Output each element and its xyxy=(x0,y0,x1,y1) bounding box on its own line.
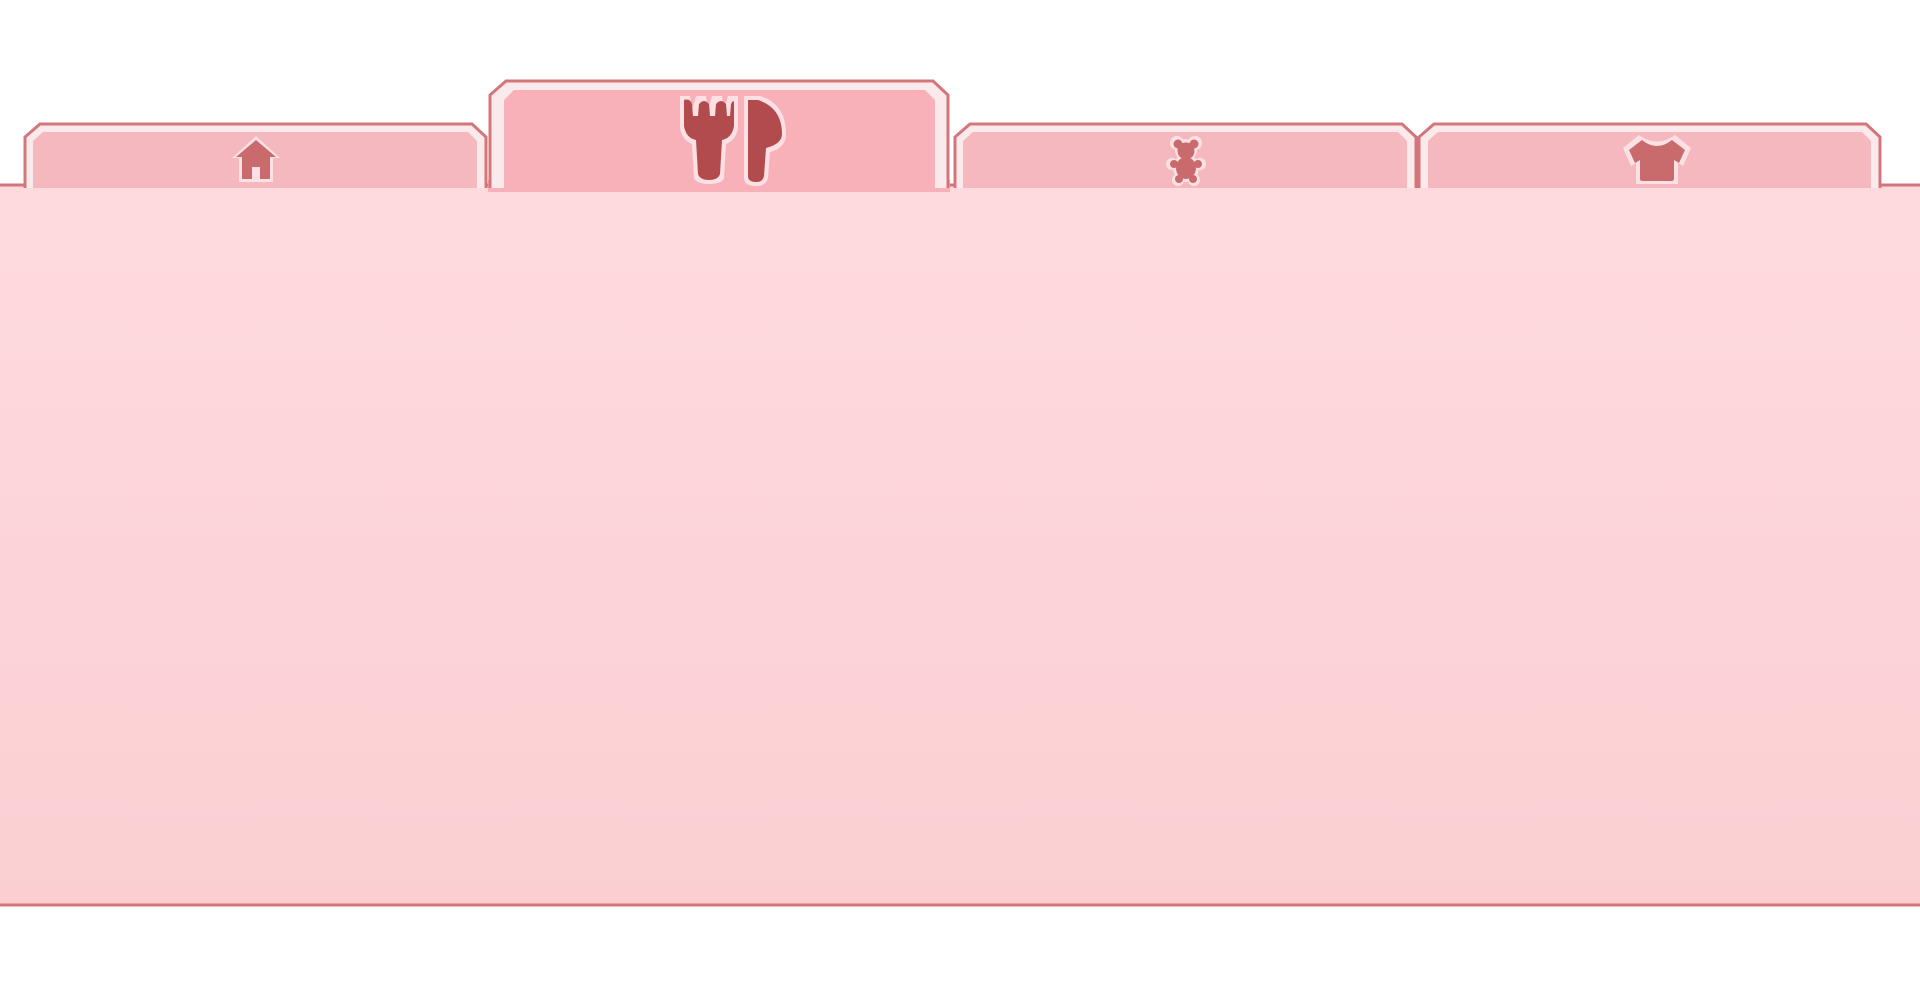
teddy-bear-icon xyxy=(1166,136,1206,186)
shirt-icon xyxy=(1623,135,1691,184)
tab-home[interactable] xyxy=(23,122,488,188)
fork-knife-icon xyxy=(680,96,786,186)
tab-food[interactable] xyxy=(488,79,950,192)
content-panel xyxy=(0,183,1920,907)
tab-clothing[interactable] xyxy=(1417,122,1882,188)
tab-toys[interactable] xyxy=(953,122,1418,188)
house-icon xyxy=(232,136,280,182)
